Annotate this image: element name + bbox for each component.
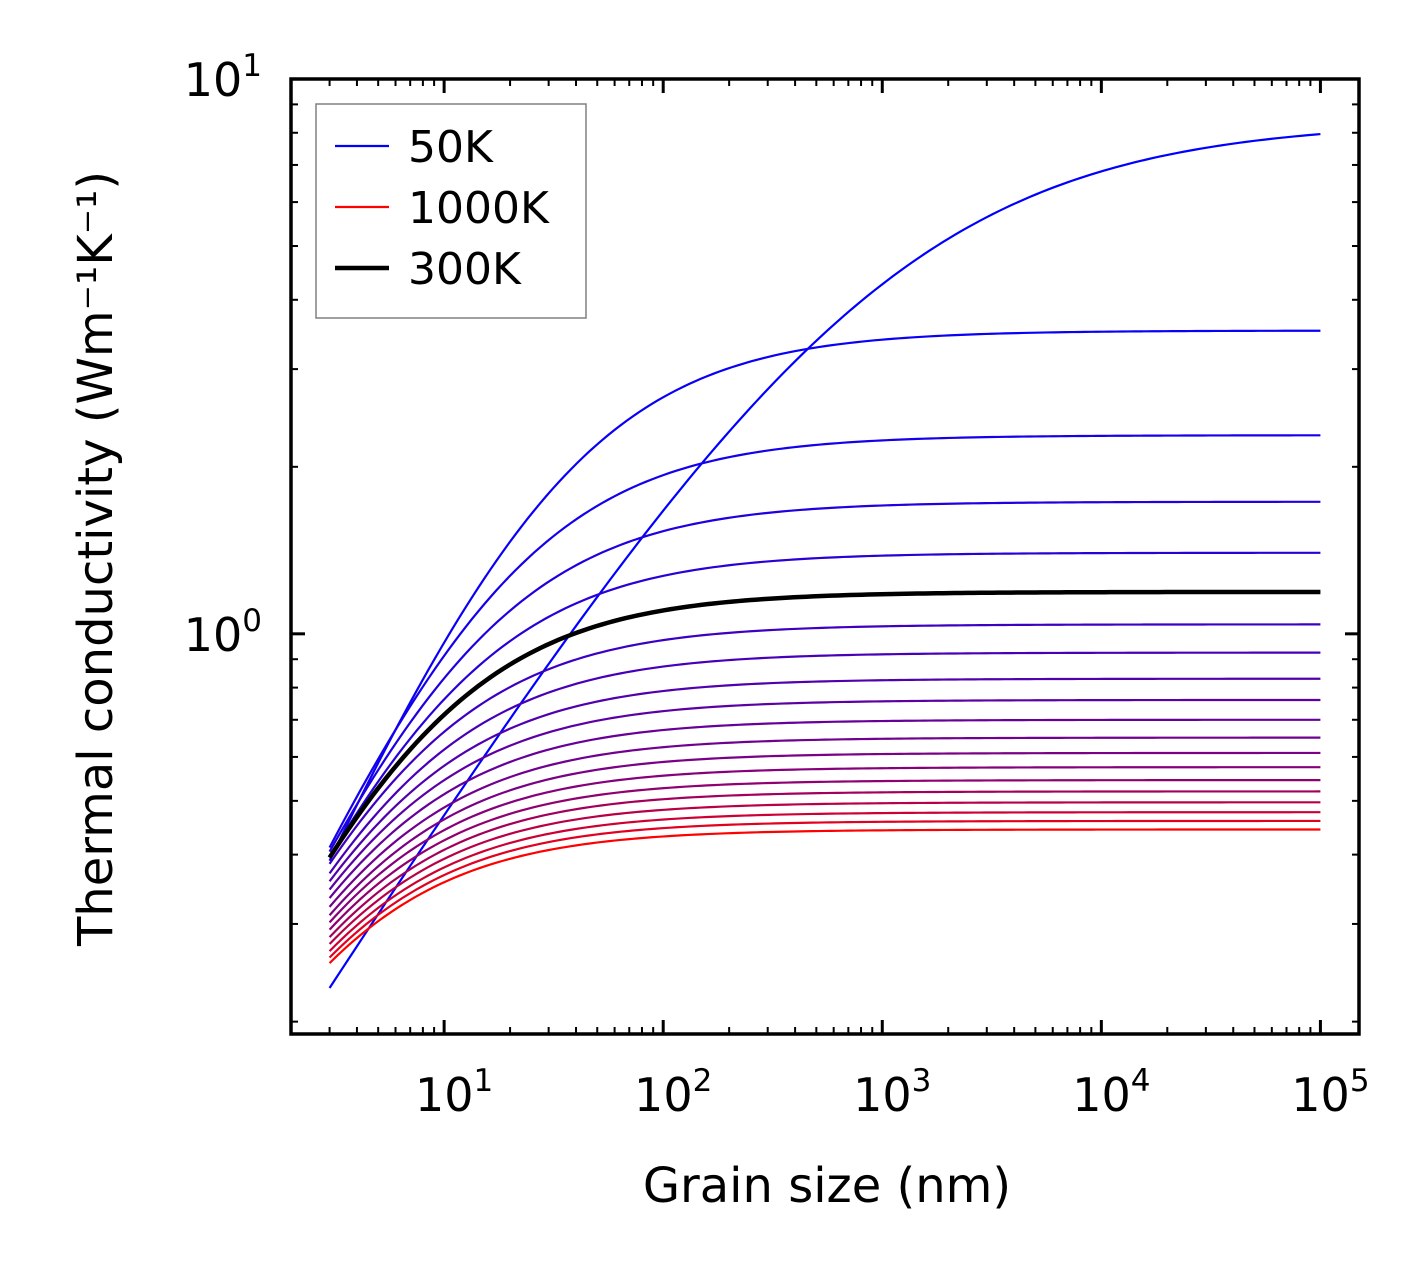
series-line-850k (328, 801, 1321, 945)
series-line-600k (328, 736, 1321, 908)
series-line-50k (328, 132, 1321, 989)
series-line-700k (328, 766, 1321, 924)
series-line-450k (328, 677, 1321, 883)
legend: 50K 1000K 300K (315, 103, 587, 319)
y-axis-label: Thermal conductivity (Wm⁻¹K⁻¹) (68, 171, 124, 947)
series-line-800k (328, 790, 1321, 938)
x-axis-label: Grain size (nm) (643, 1158, 1011, 1214)
legend-label-300k: 300K (408, 244, 522, 295)
legend-label-50k: 50K (408, 122, 494, 173)
series-line-550k (328, 718, 1321, 899)
series-line-200k (328, 500, 1321, 853)
series-line-650k (328, 751, 1321, 916)
series-line-150k (328, 434, 1321, 849)
series-line-400k (328, 651, 1321, 875)
series-line-350k (328, 623, 1321, 865)
series-line-500k (328, 698, 1321, 891)
series-line-1000k (328, 828, 1321, 964)
series-line-900k (328, 811, 1321, 952)
series-line-750k (328, 779, 1321, 931)
legend-label-1000k: 1000K (408, 183, 550, 234)
legend-box (315, 103, 587, 319)
series-line-100k (328, 329, 1321, 862)
x-tick-label: 105 (1291, 1063, 1369, 1122)
series-line-300k (327, 589, 1321, 859)
series-line-950k (328, 819, 1321, 959)
plot-frame (289, 77, 1361, 1036)
series-line-250k (328, 551, 1321, 858)
series-layer (327, 132, 1321, 989)
y-tick-label: 101 (184, 48, 262, 107)
